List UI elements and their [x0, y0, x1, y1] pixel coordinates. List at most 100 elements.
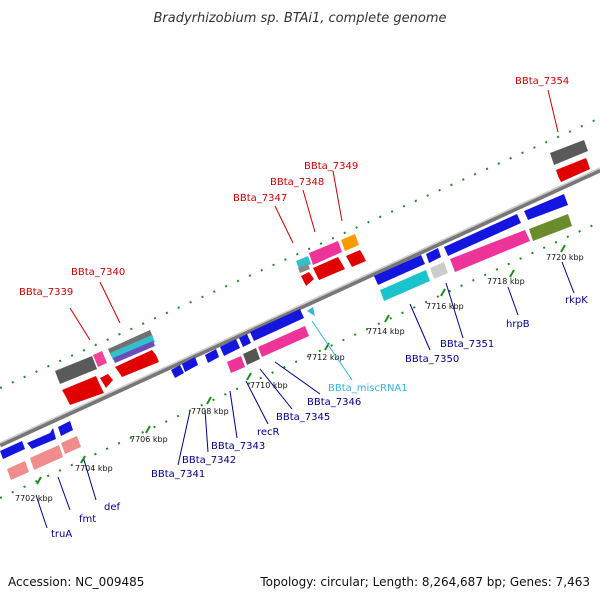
genome-backbone-highlight: [0, 167, 600, 444]
gene-bbta-7341[interactable]: [171, 365, 184, 378]
gene-bbta-7343[interactable]: [205, 349, 219, 363]
gene-bbta-misc-rna1[interactable]: [307, 307, 315, 316]
gene-bbta-7340[interactable]: [93, 351, 107, 367]
genome-backbone: [0, 167, 600, 448]
gene-segment[interactable]: [227, 356, 245, 373]
gene-label[interactable]: BBta_7343: [211, 441, 265, 452]
leader-line: [507, 286, 519, 316]
gene-label[interactable]: BBta_7345: [276, 412, 330, 423]
gene-blue-arrow[interactable]: [27, 428, 56, 449]
gene-true-a[interactable]: [7, 461, 29, 480]
leader-line: [35, 494, 48, 529]
gene-bbta-7346[interactable]: [250, 309, 304, 341]
gene-label[interactable]: BBta_7347: [233, 193, 287, 204]
gene-label[interactable]: BBta_7349: [304, 161, 358, 172]
gene-label[interactable]: fmt: [79, 514, 96, 525]
gene-segment[interactable]: [296, 256, 311, 269]
top-gene-labels: BBta_7339 BBta_7340 BBta_7347 BBta_7348 …: [19, 76, 569, 298]
gene-blue-arrow[interactable]: [58, 421, 73, 436]
tick-mark: [560, 244, 566, 253]
gene-segment[interactable]: [113, 341, 155, 363]
gene-label[interactable]: BBta_7354: [515, 76, 569, 87]
gene-red-arrow[interactable]: [556, 158, 590, 182]
gene-label[interactable]: BBta_7339: [19, 287, 73, 298]
gene-bbta-7349[interactable]: [341, 234, 359, 251]
tick-mark: [36, 476, 42, 485]
gene-blue-arrow[interactable]: [524, 194, 568, 220]
leader-line: [83, 459, 97, 501]
genome-summary-text: Topology: circular; Length: 8,264,687 bp…: [259, 575, 590, 589]
gene-red-arrow[interactable]: [346, 250, 366, 267]
gene-label[interactable]: BBta_7341: [151, 469, 205, 480]
bottom-gene-labels: truA fmt def BBta_7341 BBta_7342 BBta_73…: [51, 295, 588, 540]
tick-mark: [324, 342, 330, 351]
gene-label[interactable]: def: [104, 502, 121, 513]
leader-line: [259, 368, 293, 410]
gene-label[interactable]: hrpB: [506, 319, 530, 330]
leader-line: [204, 409, 209, 453]
gene-label[interactable]: BBta_7340: [71, 267, 125, 278]
gene-label[interactable]: BBta_miscRNA1: [328, 383, 408, 394]
gene-bbta-7342[interactable]: [182, 357, 198, 372]
tick-label: 7720 kbp: [546, 253, 584, 262]
gene-rkp-k[interactable]: [529, 214, 572, 241]
tick-label: 7710 kbp: [250, 381, 288, 390]
tick-label: 7714 kbp: [367, 327, 405, 336]
gene-label[interactable]: BBta_7348: [270, 177, 324, 188]
reverse-strand-genes: [0, 194, 572, 480]
gene-segment[interactable]: [243, 348, 260, 365]
gene-segment[interactable]: [258, 326, 309, 357]
leader-line: [274, 361, 321, 395]
gene-label[interactable]: BBta_7350: [405, 354, 459, 365]
gene-label[interactable]: BBta_7351: [440, 339, 494, 350]
gene-def[interactable]: [61, 436, 81, 454]
gene-red-arrow[interactable]: [115, 350, 159, 377]
gene-red-arrow[interactable]: [62, 376, 104, 405]
gene-label[interactable]: rkpK: [565, 295, 588, 306]
tick-mark: [246, 372, 252, 381]
gene-hrp-b[interactable]: [450, 230, 530, 272]
tick-mark: [509, 269, 515, 278]
gene-bbta-7350[interactable]: [380, 270, 430, 301]
gene-blue-arrow[interactable]: [426, 248, 441, 263]
gene-rec-r[interactable]: [220, 339, 240, 356]
tick-mark: [206, 396, 212, 405]
gene-bbta-7351[interactable]: [430, 262, 448, 279]
leader-line: [561, 261, 575, 294]
tick-mark: [80, 455, 86, 464]
gene-bbta-7347[interactable]: [301, 272, 314, 286]
gene-label[interactable]: recR: [257, 427, 280, 438]
leader-line: [332, 170, 343, 222]
gene-segment[interactable]: [298, 264, 310, 273]
tick-label: 7704 kbp: [75, 464, 113, 473]
upper-dotted-track: [0, 117, 600, 389]
tick-mark: [145, 425, 151, 434]
gene-red-arrow[interactable]: [100, 374, 113, 388]
gene-blue-arrow[interactable]: [0, 441, 25, 459]
gene-bbta-7345[interactable]: [239, 334, 251, 347]
gene-blue-arrow[interactable]: [444, 214, 521, 256]
leader-line: [57, 476, 71, 511]
leader-line: [177, 410, 191, 466]
tick-marks: [36, 244, 566, 485]
leader-line: [69, 307, 91, 341]
tick-label: 7716 kbp: [426, 302, 464, 311]
tick-label: 7718 kbp: [487, 277, 525, 286]
gene-bbta-7348[interactable]: [309, 241, 342, 265]
gene-fmt[interactable]: [30, 445, 63, 470]
leader-line: [229, 390, 238, 439]
gene-label[interactable]: truA: [51, 529, 72, 540]
leader-line: [245, 380, 269, 425]
gene-blue-arrow[interactable]: [374, 255, 425, 285]
gene-label[interactable]: BBta_7346: [307, 397, 361, 408]
accession-text: Accession: NC_009485: [8, 575, 144, 589]
gene-red-arrow[interactable]: [313, 257, 345, 280]
leader-line: [274, 205, 294, 244]
gene-segment[interactable]: [110, 335, 155, 360]
gene-label[interactable]: BBta_7342: [182, 455, 236, 466]
forward-strand-genes: [55, 140, 590, 405]
leader-line: [547, 89, 559, 133]
gene-bbta-7339[interactable]: [55, 356, 97, 384]
tick-label: 7702 kbp: [15, 494, 53, 503]
gene-bbta-7354[interactable]: [550, 140, 588, 165]
